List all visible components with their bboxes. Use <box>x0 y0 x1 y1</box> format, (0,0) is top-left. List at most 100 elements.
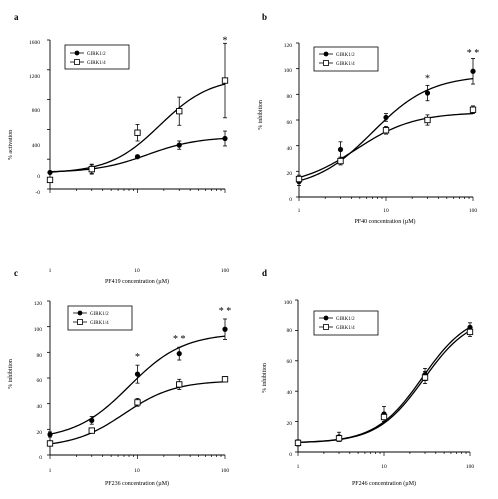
data-point-girk12 <box>424 90 431 96</box>
y-tick-labels: 0 20 40 60 80 100 120 <box>34 301 43 461</box>
legend-label: GIRK1/2 <box>336 317 355 322</box>
panel-label: c <box>14 268 18 278</box>
fit-curve-girk12 <box>49 335 226 435</box>
y-tick-label: 80 <box>287 328 293 334</box>
legend: GIRK1/2 GIRK1/4 <box>64 44 130 70</box>
y-tick-label: 20 <box>37 430 43 436</box>
x-tick-label: 10 <box>134 268 140 274</box>
y-tick-label: 400 <box>32 143 41 149</box>
y-tick-label: 20 <box>287 421 293 427</box>
y-tick-label: 100 <box>284 68 293 74</box>
data-point-girk14 <box>469 106 477 113</box>
legend: GIRK1/2 GIRK1/4 <box>67 305 133 331</box>
y-tick-label: 60 <box>37 378 43 384</box>
data-point-girk12 <box>337 146 344 153</box>
significance-marker: * <box>425 74 430 85</box>
legend-label: GIRK1/2 <box>336 53 355 58</box>
x-tick-label: 10 <box>381 464 387 470</box>
y-tick-label: 120 <box>34 301 43 307</box>
fit-curve-girk14 <box>49 83 226 173</box>
x-axis-title: PF40 concentration (µM) <box>354 218 415 225</box>
data-point-girk12 <box>47 169 53 176</box>
legend: GIRK1/2 GIRK1/4 <box>313 46 379 72</box>
y-tick-label: 800 <box>32 108 41 114</box>
data-point-girk14 <box>421 374 429 381</box>
fit-curve-girk14 <box>49 381 226 445</box>
y-tick-label: -0 <box>35 190 40 196</box>
chart-panel-c: c % inhibition PF236 concentration (µM) … <box>8 268 231 487</box>
data-point-girk14 <box>221 77 229 84</box>
x-tick-labels: 1 10 100 <box>297 464 475 470</box>
significance-marker: * <box>135 352 140 363</box>
y-tick-labels: -0 0 400 800 1200 1600 <box>29 40 40 196</box>
legend-label: GIRK1/4 <box>87 61 106 66</box>
panel-label: a <box>14 12 19 22</box>
data-point-girk14 <box>88 427 95 434</box>
y-tick-label: 60 <box>287 359 293 365</box>
chart-panel-d: d % inhibition PF246 concentration (µM) … <box>262 268 474 487</box>
y-tick-label: 40 <box>287 146 293 152</box>
x-tick-label: 100 <box>469 208 478 214</box>
legend-marker-circle <box>77 310 83 316</box>
x-tick-labels: 1 10 100 <box>49 468 230 474</box>
panel-label: d <box>262 268 267 278</box>
chart-panel-a: a % activation PF419 concentration (µM) … <box>8 12 229 285</box>
significance-marker: * * <box>467 48 480 59</box>
data-point-girk12 <box>89 417 95 423</box>
x-tick-labels: 1 10 100 <box>49 268 230 274</box>
y-tick-label: 40 <box>37 404 43 410</box>
data-point-girk12 <box>222 135 228 142</box>
data-point-girk12 <box>134 154 141 160</box>
y-tick-label: 100 <box>284 300 293 306</box>
y-tick-label: 0 <box>39 455 42 461</box>
legend-marker-circle <box>74 50 80 56</box>
data-point-girk14 <box>134 129 141 136</box>
data-point-girk12 <box>470 68 476 74</box>
x-tick-label: 1 <box>49 468 52 474</box>
data-point-girk14 <box>466 328 474 336</box>
legend-box <box>313 310 379 336</box>
y-axis-title: % inhibition <box>262 363 268 393</box>
data-point-girk12 <box>47 431 53 438</box>
y-tick-label: 80 <box>287 94 293 100</box>
y-tick-label: 80 <box>37 353 43 359</box>
data-point-girk14 <box>221 376 229 383</box>
y-tick-label: 0 <box>289 197 292 203</box>
y-tick-labels: 0 20 40 60 80 100 120 <box>284 43 293 203</box>
legend: GIRK1/2 GIRK1/4 <box>313 310 379 336</box>
y-tick-label: 0 <box>289 452 292 458</box>
legend-marker-circle <box>323 315 329 321</box>
y-tick-label: 0 <box>37 174 40 180</box>
x-tick-label: 10 <box>383 208 389 214</box>
y-axis-title: % inhibition <box>8 359 14 389</box>
y-tick-label: 40 <box>287 390 293 396</box>
legend-label: GIRK1/4 <box>90 321 109 326</box>
data-point-girk12 <box>176 351 182 357</box>
legend-marker-square <box>323 60 329 66</box>
legend-box <box>313 46 379 72</box>
data-point-girk14 <box>176 108 183 115</box>
legend-marker-square <box>77 319 83 325</box>
y-tick-label: 20 <box>287 171 293 177</box>
legend-box <box>67 305 133 331</box>
x-axis-title: PF236 concentration (µM) <box>105 480 169 487</box>
x-tick-label: 100 <box>221 268 230 274</box>
y-axis-title: % activation <box>8 130 14 160</box>
legend-box <box>64 44 130 70</box>
data-point-girk14 <box>176 381 183 388</box>
legend-marker-circle <box>323 51 329 57</box>
x-tick-label: 1 <box>49 268 52 274</box>
legend-label: GIRK1/2 <box>87 52 106 57</box>
y-axis-title: % inhibition <box>258 100 264 130</box>
fit-curve-girk12 <box>297 326 471 443</box>
data-point-girk14 <box>134 399 141 406</box>
data-point-girk14 <box>382 127 390 134</box>
data-point-girk12 <box>134 371 141 377</box>
legend-label: GIRK1/4 <box>336 326 355 331</box>
x-tick-label: 100 <box>221 468 230 474</box>
y-tick-labels: 0 20 40 60 80 100 <box>284 300 293 458</box>
data-point-girk14 <box>46 176 54 184</box>
y-tick-label: 100 <box>34 327 43 333</box>
x-axis-title: PF246 concentration (µM) <box>352 480 416 487</box>
